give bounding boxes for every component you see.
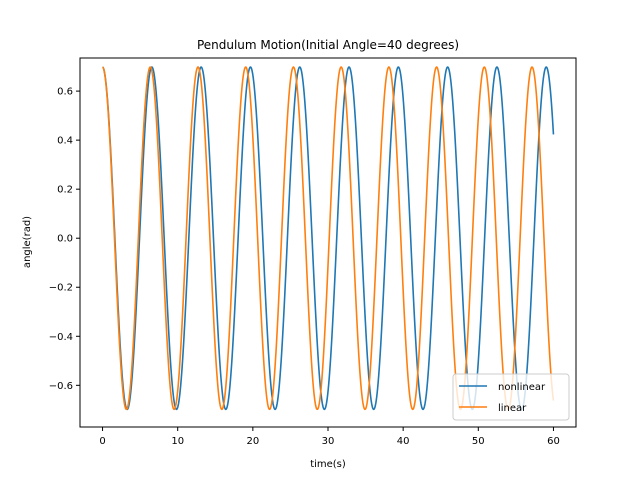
- x-tick-label: 40: [397, 436, 410, 447]
- x-axis-label: time(s): [310, 459, 346, 470]
- y-tick-label: 0.4: [57, 136, 73, 147]
- legend-label-nonlinear: nonlinear: [498, 382, 546, 393]
- y-tick-label: −0.2: [49, 283, 73, 294]
- x-tick-label: 30: [322, 436, 335, 447]
- x-tick-label: 50: [472, 436, 485, 447]
- y-tick-label: 0.0: [57, 234, 73, 245]
- y-axis: −0.6 −0.4 −0.2 0.0 0.2 0.4 0.6: [49, 87, 80, 392]
- legend-label-linear: linear: [498, 403, 527, 414]
- legend: nonlinear linear: [452, 373, 570, 421]
- y-tick-label: 0.2: [57, 185, 73, 196]
- y-tick-label: −0.6: [49, 381, 73, 392]
- y-tick-label: −0.4: [49, 332, 73, 343]
- x-tick-label: 10: [171, 436, 184, 447]
- x-tick-label: 60: [547, 436, 560, 447]
- y-tick-label: 0.6: [57, 87, 73, 98]
- x-tick-label: 20: [246, 436, 259, 447]
- series-line-nonlinear: [102, 66, 555, 411]
- x-tick-label: 0: [99, 436, 105, 447]
- series-line-linear: [102, 66, 555, 411]
- series-layer: [102, 66, 555, 411]
- plot-frame: [79, 57, 577, 428]
- y-axis-label: angle(rad): [22, 216, 33, 268]
- chart-title: Pendulum Motion(Initial Angle=40 degrees…: [197, 38, 459, 52]
- x-axis: 0 10 20 30 40 50 60: [99, 427, 560, 447]
